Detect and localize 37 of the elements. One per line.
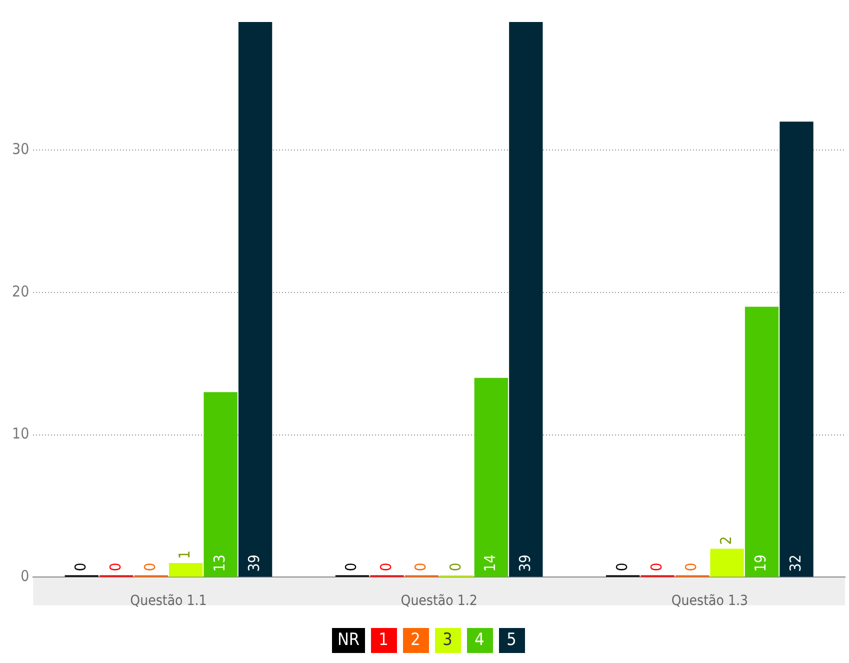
data-label: 0 bbox=[106, 562, 124, 572]
text: NR bbox=[332, 628, 365, 653]
text: 4 bbox=[466, 628, 493, 653]
bar bbox=[238, 22, 272, 577]
bar bbox=[474, 378, 508, 577]
data-label: 19 bbox=[752, 554, 770, 572]
text: 1 bbox=[370, 628, 397, 653]
text: 2 bbox=[402, 628, 429, 653]
y-tick-label: 20 bbox=[12, 282, 30, 300]
data-label: 13 bbox=[210, 554, 228, 572]
x-tick-label: Questão 1.3 bbox=[671, 593, 748, 610]
data-label: 32 bbox=[786, 554, 804, 572]
bar bbox=[204, 392, 238, 577]
bar bbox=[509, 22, 543, 577]
data-label: 0 bbox=[682, 562, 700, 572]
bar bbox=[744, 306, 779, 577]
data-label: 0 bbox=[72, 562, 90, 572]
text: 3 bbox=[434, 628, 461, 653]
data-label: 39 bbox=[245, 554, 264, 572]
data-label: 0 bbox=[412, 562, 430, 572]
text: 5 bbox=[498, 628, 525, 653]
y-tick-label: 10 bbox=[12, 424, 30, 443]
x-tick-label: Questão 1.2 bbox=[400, 593, 478, 610]
data-label: 0 bbox=[342, 562, 360, 572]
data-label: 0 bbox=[612, 562, 631, 572]
data-label: 0 bbox=[141, 562, 159, 572]
data-label: 0 bbox=[647, 562, 666, 572]
data-label: 14 bbox=[481, 554, 500, 572]
data-label: 1 bbox=[176, 550, 194, 559]
y-tick-label: 0 bbox=[20, 567, 30, 586]
data-label: 39 bbox=[516, 554, 534, 572]
data-label: 0 bbox=[376, 562, 395, 572]
data-label: 0 bbox=[446, 562, 464, 572]
y-tick-label: 30 bbox=[12, 140, 30, 158]
x-tick-label: Questão 1.1 bbox=[130, 593, 207, 610]
data-label: 2 bbox=[716, 536, 735, 545]
bar bbox=[780, 122, 814, 577]
